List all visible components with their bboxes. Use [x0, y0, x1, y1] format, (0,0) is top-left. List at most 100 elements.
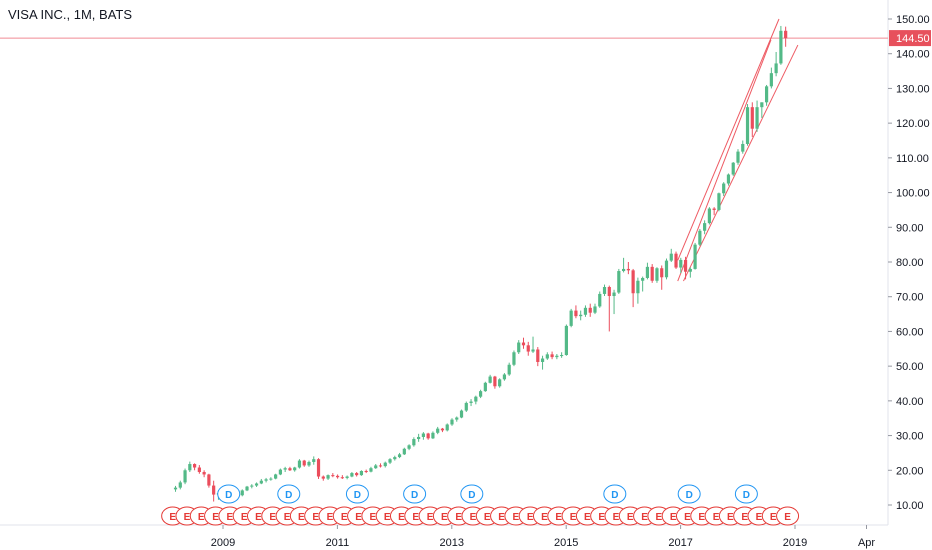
candle: [674, 251, 678, 269]
candle-body: [474, 396, 478, 402]
candle-body: [202, 472, 206, 475]
y-tick-label: 70.00: [896, 292, 924, 304]
candle-body: [736, 151, 740, 163]
candle-body: [583, 307, 588, 315]
dividend-label: D: [354, 490, 361, 501]
candle: [498, 378, 502, 388]
y-tick-label: 50.00: [896, 361, 924, 373]
candle-body: [250, 485, 254, 487]
candle-body: [660, 268, 664, 278]
candle-body: [545, 354, 549, 359]
earnings-label: E: [384, 512, 391, 523]
candle-body: [593, 306, 597, 313]
candle: [417, 433, 421, 442]
candle: [517, 340, 521, 354]
earnings-label: E: [555, 512, 562, 523]
candle-body: [574, 310, 578, 317]
candle: [469, 399, 473, 407]
candle: [679, 257, 683, 274]
candle-body: [188, 464, 192, 471]
candle: [359, 470, 364, 476]
candle: [707, 207, 711, 225]
earnings-label: E: [756, 512, 763, 523]
candle: [459, 409, 464, 419]
candle: [364, 469, 368, 474]
candle: [760, 102, 764, 118]
candle: [660, 265, 664, 290]
candle: [612, 289, 616, 315]
candle-body: [564, 325, 568, 356]
candle-body: [293, 467, 297, 471]
y-tick-label: 130.00: [896, 83, 930, 95]
candle: [540, 355, 545, 370]
candle: [593, 303, 597, 315]
candle-body: [717, 193, 721, 210]
candle: [779, 25, 783, 65]
candle-body: [321, 476, 325, 479]
candle: [726, 173, 731, 186]
candle-body: [569, 310, 573, 326]
candle: [202, 470, 206, 478]
candle-body: [192, 464, 197, 468]
candle: [350, 472, 354, 478]
candle: [507, 362, 511, 376]
candle-body: [402, 448, 406, 455]
candle-body: [407, 445, 411, 449]
candle: [536, 347, 540, 367]
candle: [655, 267, 659, 283]
candle-body: [645, 266, 650, 278]
dividend-circle: [734, 484, 758, 504]
candle: [178, 480, 182, 490]
candle: [569, 308, 573, 328]
candle: [331, 473, 335, 478]
candle: [264, 477, 268, 483]
y-tick-label: 30.00: [896, 431, 924, 443]
y-tick-label: 10.00: [896, 500, 924, 512]
candle: [621, 257, 626, 273]
candle: [197, 465, 201, 474]
candle-body: [378, 465, 383, 467]
candle: [588, 303, 592, 317]
candle: [440, 427, 445, 433]
candle: [393, 455, 397, 461]
candle: [464, 401, 468, 412]
candle-body: [274, 474, 278, 479]
earnings-label: E: [613, 512, 620, 523]
candle-body: [350, 473, 354, 477]
candle-body: [426, 433, 430, 439]
candle: [188, 461, 192, 473]
candle: [412, 437, 416, 447]
candle: [269, 477, 273, 481]
earnings-label: E: [770, 512, 777, 523]
candle-body: [278, 469, 282, 475]
candle-body: [297, 460, 302, 468]
candle-body: [455, 417, 459, 420]
candle-body: [602, 286, 607, 294]
x-tick-label: 2009: [211, 537, 235, 549]
candle-body: [178, 482, 182, 488]
candle: [574, 305, 578, 319]
y-tick-label: 60.00: [896, 326, 924, 338]
earnings-label: E: [355, 512, 362, 523]
earnings-label: E: [498, 512, 505, 523]
chart-title: VISA INC., 1M, BATS: [8, 7, 133, 22]
candle: [488, 374, 492, 384]
channel-line: [677, 39, 772, 282]
candle-body: [450, 419, 454, 425]
earnings-label: E: [212, 512, 219, 523]
candle-body: [636, 280, 640, 294]
candle-body: [698, 230, 702, 245]
candle: [212, 480, 216, 502]
candle-body: [445, 424, 449, 431]
candle: [421, 432, 425, 440]
candle-body: [784, 30, 788, 39]
channel-line: [683, 44, 799, 282]
candle: [531, 336, 535, 353]
candle: [321, 475, 325, 481]
candle: [641, 276, 645, 292]
candle-body: [212, 485, 216, 495]
candle-body: [526, 345, 530, 352]
candle-body: [440, 428, 445, 431]
earnings-label: E: [784, 512, 791, 523]
